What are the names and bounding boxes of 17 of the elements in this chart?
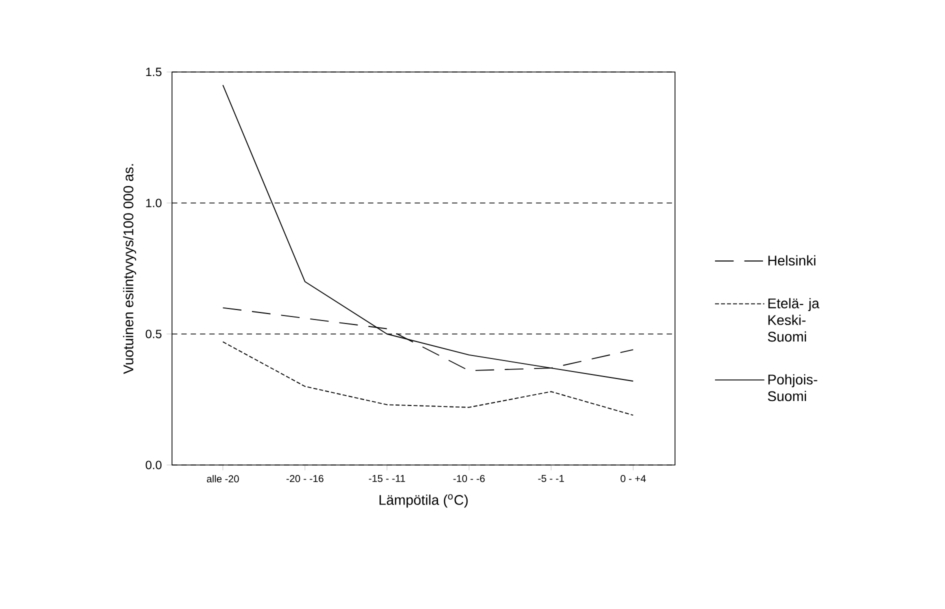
x-tick-label: alle -20 bbox=[206, 475, 239, 482]
y-tick-label: 1.5 bbox=[146, 68, 162, 76]
y-tick-label: 0.0 bbox=[146, 460, 162, 470]
line-series bbox=[222, 341, 634, 416]
line-series bbox=[222, 84, 634, 382]
legend-label: Helsinki bbox=[768, 255, 816, 266]
y-axis-title: Vuotuinen esiintyvyys/100 000 as. bbox=[123, 164, 136, 374]
x-tick-label: -20 - -16 bbox=[286, 475, 324, 482]
x-tick-label: -10 - -6 bbox=[453, 475, 485, 482]
x-tick-label: 0 - +4 bbox=[620, 475, 646, 482]
legend-label: Pohjois-Suomi bbox=[768, 374, 818, 402]
x-tick-label: -5 - -1 bbox=[538, 475, 564, 482]
x-tick-label: -15 - -11 bbox=[368, 475, 406, 482]
y-tick-label: 0.5 bbox=[146, 330, 162, 338]
legend-label: Etelä- ja Keski-Suomi bbox=[768, 298, 820, 342]
x-axis-title: Lämpötila ($^{o}$C) bbox=[380, 494, 468, 508]
y-tick-label: 1.0 bbox=[146, 198, 162, 208]
